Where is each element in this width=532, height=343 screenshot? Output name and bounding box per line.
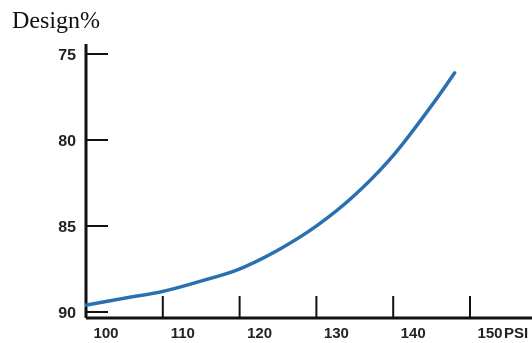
- y-ticks: 75 80 85 90: [58, 47, 108, 322]
- x-axis-label: PSI: [504, 325, 528, 342]
- x-tick-label: 150: [477, 325, 502, 342]
- y-tick-label: 75: [58, 47, 76, 64]
- x-tick-label: 130: [324, 325, 349, 342]
- x-tick-label: 120: [247, 325, 272, 342]
- y-axis-label: Design%: [12, 8, 100, 34]
- x-tick-label: 140: [401, 325, 426, 342]
- x-tick-label: 100: [93, 325, 118, 342]
- series-line: [84, 71, 457, 307]
- x-ticks: 100 110 120 130 140 150: [93, 296, 503, 342]
- x-tick-label: 110: [171, 325, 195, 342]
- y-tick-label: 90: [58, 305, 76, 322]
- y-tick-label: 85: [58, 219, 76, 236]
- y-tick-label: 80: [58, 133, 76, 150]
